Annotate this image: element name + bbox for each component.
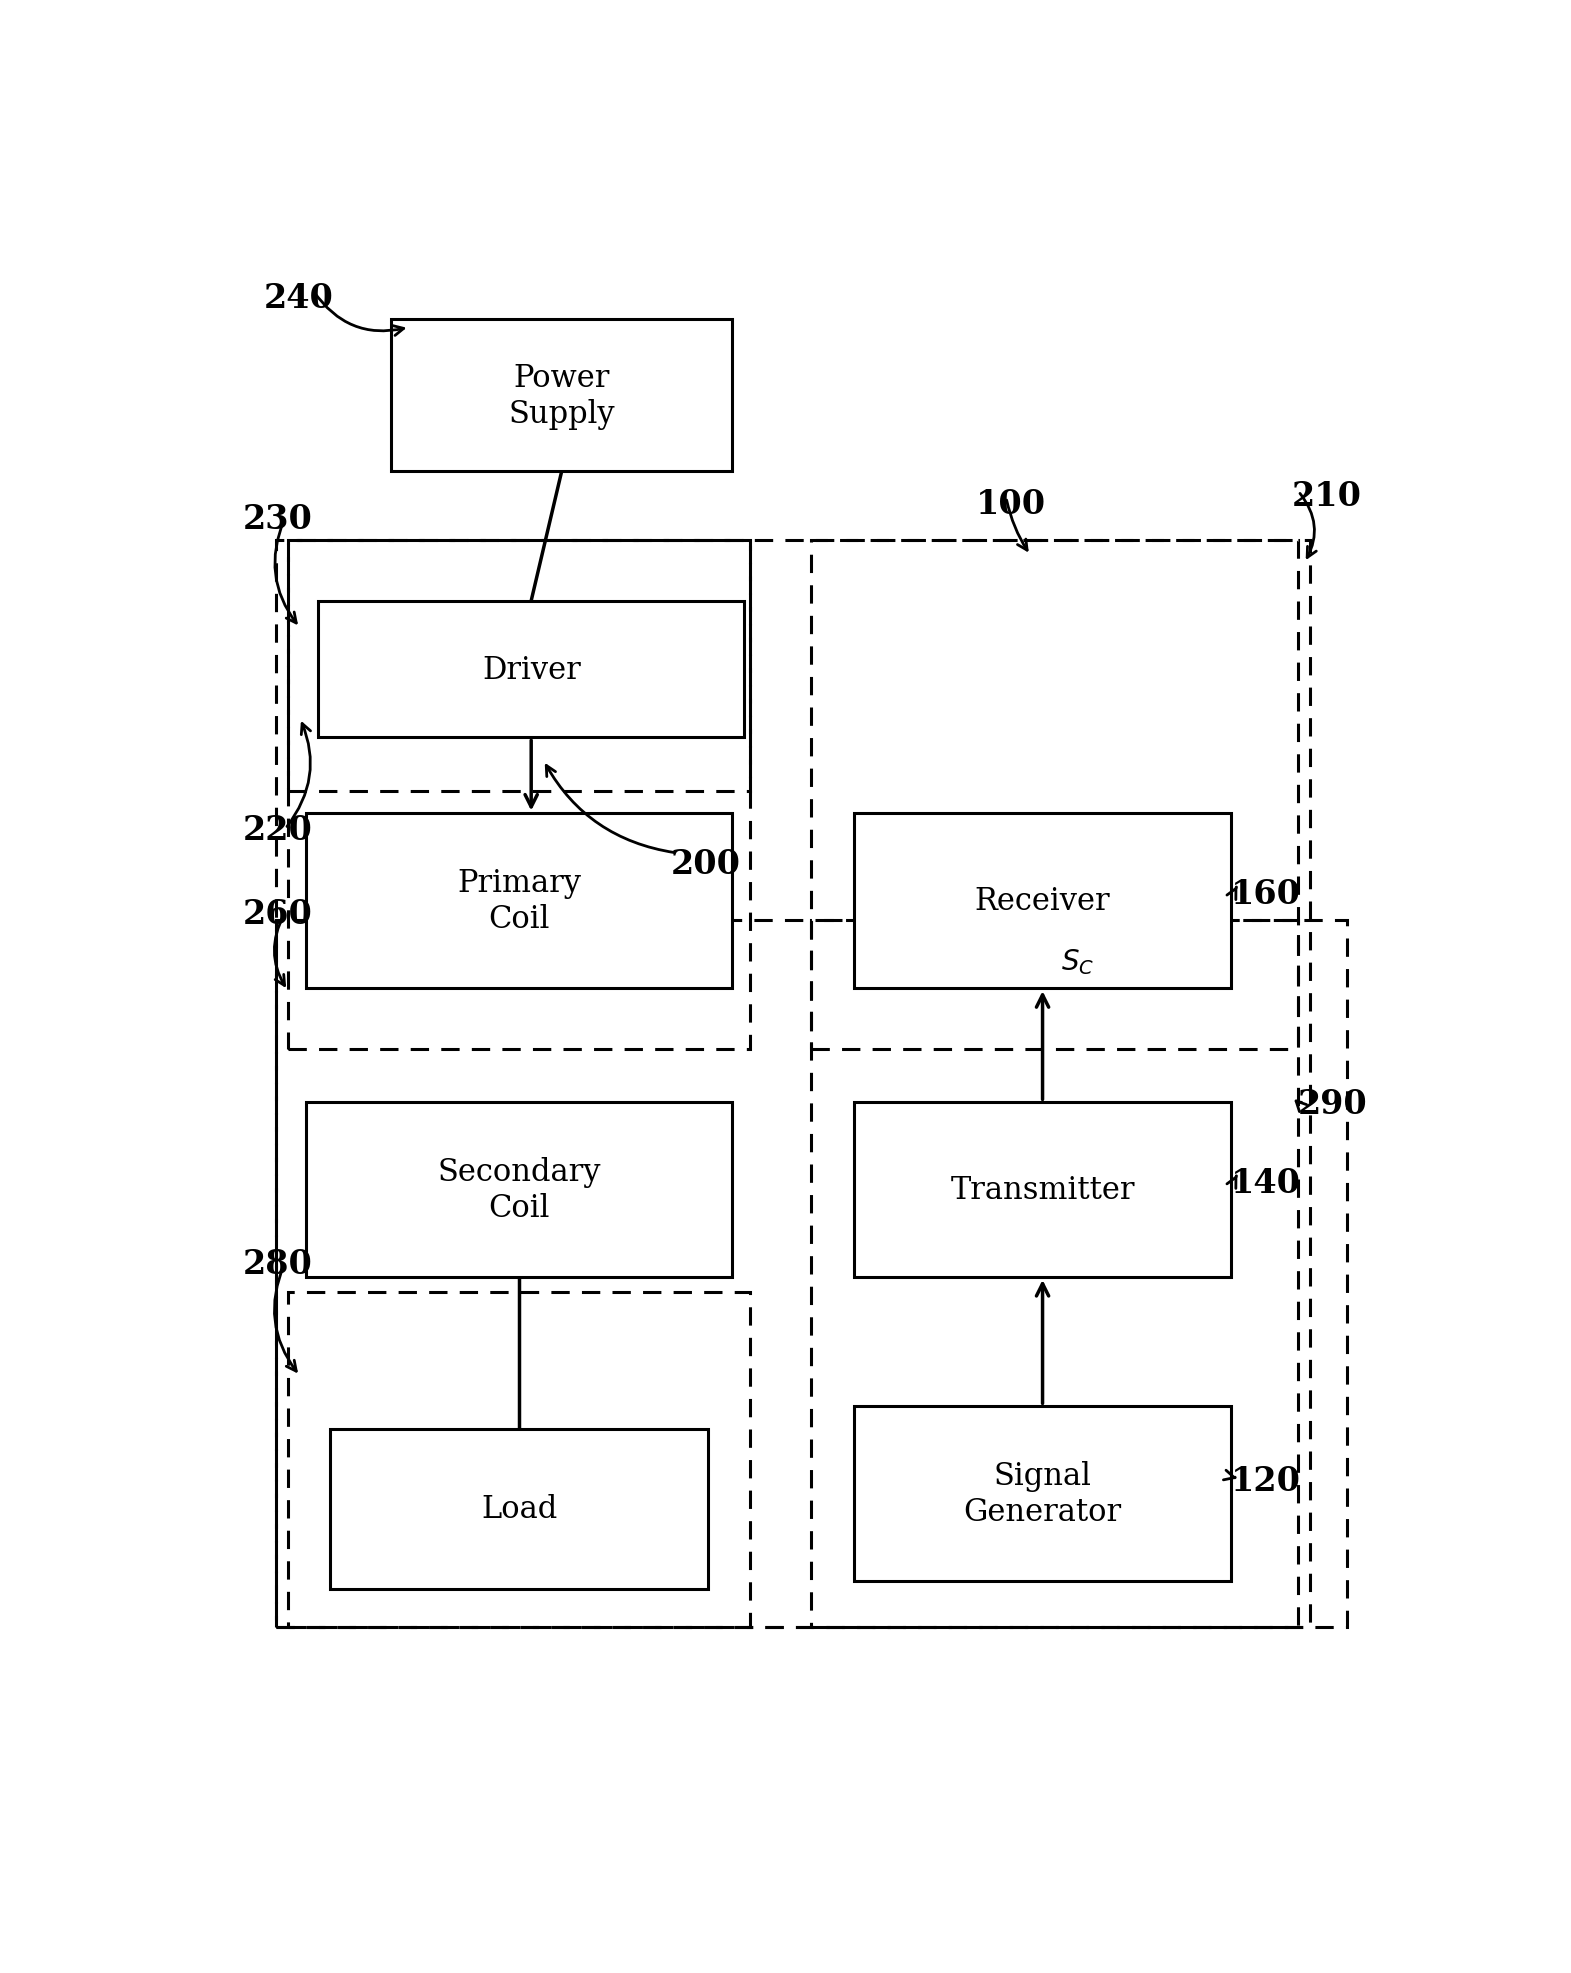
Bar [391,320,732,472]
Text: $\mathit{S}_C$: $\mathit{S}_C$ [1060,947,1093,977]
Bar [855,1407,1232,1580]
Bar [287,541,751,791]
Text: 200: 200 [671,848,742,880]
Bar [275,919,1346,1628]
Text: Transmitter: Transmitter [950,1174,1134,1206]
Text: Load: Load [481,1494,558,1525]
Text: Primary
Coil: Primary Coil [457,868,581,935]
Text: 220: 220 [242,815,313,846]
Bar [855,1103,1232,1277]
Bar [275,541,1310,1628]
Text: 210: 210 [1291,479,1362,513]
Text: 120: 120 [1232,1464,1301,1498]
Bar [287,1292,751,1628]
Text: 140: 140 [1232,1166,1301,1200]
Bar [287,541,751,1050]
Text: Signal
Generator: Signal Generator [963,1460,1122,1527]
Text: Receiver: Receiver [974,886,1111,917]
Text: Secondary
Coil: Secondary Coil [437,1156,600,1223]
Text: Driver: Driver [482,655,581,685]
Text: 230: 230 [242,503,313,535]
Bar [855,815,1232,988]
Text: 290: 290 [1298,1087,1368,1121]
Text: 260: 260 [242,898,313,931]
Text: 160: 160 [1232,878,1301,912]
Bar [811,919,1298,1628]
Bar [330,1428,707,1588]
Bar [306,815,732,988]
Bar [317,602,745,738]
Bar [306,1103,732,1277]
Text: 100: 100 [976,487,1046,521]
Text: Power
Supply: Power Supply [509,363,614,430]
Bar [811,541,1298,1050]
Text: 280: 280 [242,1247,313,1280]
Text: 240: 240 [264,282,333,316]
